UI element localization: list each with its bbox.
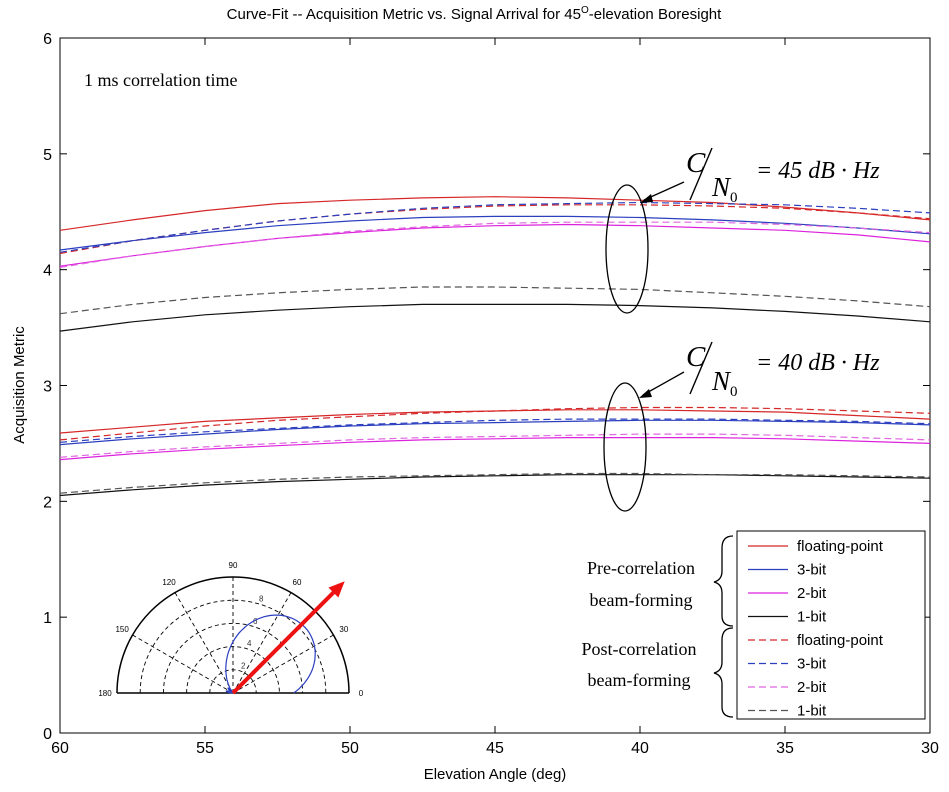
series-line-pre-1-bit-cn0-45 <box>59 303 931 332</box>
cn0-45-n: N0 <box>711 172 738 206</box>
correlation-time-annotation: 1 ms correlation time <box>84 70 237 90</box>
x-axis-label: Elevation Angle (deg) <box>424 766 567 783</box>
cn0-40-ellipse <box>603 382 647 512</box>
cn0-45-c: C <box>686 147 706 179</box>
legend-label: 3-bit <box>797 562 827 579</box>
x-tick-label: 45 <box>486 740 504 757</box>
legend-label: 1-bit <box>797 609 827 626</box>
inset-spoke <box>232 592 292 694</box>
series-line-post-floating-point-cn0-40 <box>59 406 931 441</box>
y-tick-label: 6 <box>43 31 52 48</box>
y-tick-label: 4 <box>43 263 52 280</box>
cn0-40-annotation: C N0 = 40 dB · Hz <box>603 341 880 512</box>
legend-group-pre-line1: Pre-correlation <box>587 558 695 578</box>
series-line-pre-3-bit-cn0-45 <box>59 215 931 251</box>
series-line-post-2-bit-cn0-40 <box>59 433 931 458</box>
legend-label: 2-bit <box>797 585 827 602</box>
series-line-pre-floating-point-cn0-40 <box>59 409 931 434</box>
inset-spoke <box>132 634 234 694</box>
inset-radius-label: 2 <box>241 662 246 671</box>
legend-label: 3-bit <box>797 656 827 673</box>
series-line-pre-1-bit-cn0-40 <box>59 474 931 497</box>
chart-title-superscript: O <box>581 5 589 16</box>
cn0-45-sub: 0 <box>730 190 738 206</box>
cn0-45-ellipse <box>605 184 649 314</box>
series-line-post-1-bit-cn0-40 <box>59 472 931 494</box>
cn0-40-slash <box>689 341 713 395</box>
cn0-40-sub: 0 <box>730 384 738 400</box>
inset-radius-label: 8 <box>259 594 264 603</box>
cn0-40-n: N0 <box>711 366 738 400</box>
series-line-post-1-bit-cn0-45 <box>59 286 931 315</box>
chart-title-end: -elevation Boresight <box>589 6 722 23</box>
legend: floating-point 3-bit 2-bit 1-bit floating-po… <box>582 530 926 720</box>
inset-spoke <box>232 634 334 694</box>
chart-title-main: Curve-Fit -- Acquisition Metric vs. Sign… <box>227 6 581 23</box>
cn0-45-arrow-head <box>640 194 653 203</box>
inset-angle-label: 0 <box>359 689 364 698</box>
inset-signal-arrow-head <box>328 581 345 598</box>
inset-signal-arrow <box>231 586 340 695</box>
legend-label: 1-bit <box>797 703 827 720</box>
legend-brace-pre <box>713 535 734 627</box>
y-tick-label: 1 <box>43 610 52 627</box>
cn0-40-equation: = 40 dB · Hz <box>756 350 880 376</box>
legend-label: floating-point <box>797 632 884 649</box>
series-lines <box>59 196 931 497</box>
x-tick-label: 35 <box>776 740 794 757</box>
cn0-40-arrow-head <box>639 389 652 398</box>
series-line-pre-2-bit-cn0-40 <box>59 437 931 461</box>
inset-angle-label: 60 <box>293 578 302 587</box>
inset-radius-label: 4 <box>247 639 252 648</box>
inset-angle-label: 180 <box>98 689 112 698</box>
inset-angle-label: 120 <box>162 578 176 587</box>
cn0-45-annotation: C N0 = 45 dB · Hz <box>605 147 880 314</box>
y-tick-label: 2 <box>43 494 52 511</box>
x-tick-label: 50 <box>341 740 359 757</box>
cn0-40-c: C <box>686 341 706 373</box>
inset-range-ring <box>186 646 280 694</box>
legend-box <box>736 530 926 720</box>
inset-angle-label: 90 <box>229 561 238 570</box>
legend-group-pre-line2: beam-forming <box>590 590 693 610</box>
x-tick-label: 40 <box>631 740 649 757</box>
x-tick-label: 30 <box>921 740 939 757</box>
x-tick-label: 60 <box>51 740 69 757</box>
cn0-45-slash <box>689 147 713 201</box>
legend-brace-post <box>713 627 734 718</box>
inset-radius-label: 6 <box>253 617 258 626</box>
series-line-pre-floating-point-cn0-45 <box>59 196 931 231</box>
y-tick-label: 0 <box>43 726 52 743</box>
inset-range-ring <box>162 622 304 694</box>
cn0-45-equation: = 45 dB · Hz <box>756 158 880 184</box>
legend-label: 2-bit <box>797 679 827 696</box>
inset-spoke <box>174 592 234 694</box>
y-tick-label: 3 <box>43 379 52 396</box>
legend-group-post-line2: beam-forming <box>588 670 691 690</box>
legend-entries: floating-point 3-bit 2-bit 1-bit floating-po… <box>748 538 884 720</box>
inset-angle-label: 30 <box>339 625 348 634</box>
inset-angle-label: 150 <box>115 625 129 634</box>
series-line-post-3-bit-cn0-45 <box>59 201 931 253</box>
inset-range-ring <box>139 599 327 694</box>
chart-title: Curve-Fit -- Acquisition Metric vs. Sign… <box>227 5 722 23</box>
series-line-pre-3-bit-cn0-40 <box>59 419 931 446</box>
y-axis-label: Acquisition Metric <box>11 326 28 444</box>
inset-polar-plot: 180 150 120 90 60 30 0 2 4 6 8 <box>98 561 363 698</box>
legend-group-post-line1: Post-correlation <box>582 639 697 659</box>
series-line-post-3-bit-cn0-40 <box>59 418 931 443</box>
legend-label: floating-point <box>797 538 884 555</box>
y-tick-label: 5 <box>43 147 52 164</box>
cn0-40-arrow-line <box>642 371 685 396</box>
series-line-post-2-bit-cn0-45 <box>59 221 931 268</box>
x-tick-label: 55 <box>196 740 214 757</box>
